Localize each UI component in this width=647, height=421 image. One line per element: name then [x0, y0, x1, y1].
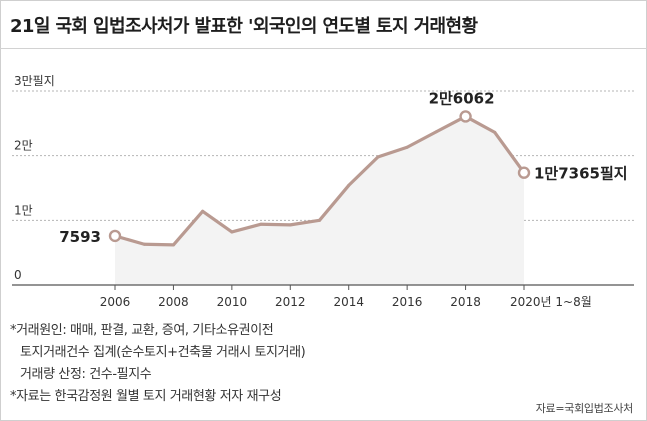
area-fill	[115, 116, 524, 286]
y-tick-label-30000: 3만필지	[14, 74, 55, 88]
note-volume-calculation: 거래량 산정: 건수-필지수	[20, 367, 152, 382]
footnotes: *거래원인: 매매, 판결, 교환, 증여, 기타소유권이전 토지거래건수 집계…	[10, 320, 306, 408]
data-point-2009	[201, 209, 205, 213]
data-point-2017	[434, 130, 438, 134]
data-point-2008	[171, 243, 175, 247]
y-tick-label-0: 0	[14, 268, 22, 282]
chart-title: 21일 국회 입법조사처가 발표한 '외국인의 연도별 토지 거래현황	[10, 16, 478, 37]
line-chart: 0 1만 2만 3만필지 2006 2008 2010 2012 2014 2016 2018 202…	[12, 74, 634, 309]
note-aggregation-method: 토지거래건수 집계(순수토지+건축물 거래시 토지거래)	[20, 345, 306, 360]
data-point-2016	[405, 145, 409, 149]
data-label-2020: 1만7365필지	[534, 165, 628, 183]
x-tick-label-2018: 2018	[450, 295, 481, 309]
data-label-2006: 7593	[59, 228, 101, 246]
data-point-2019	[493, 130, 497, 134]
data-point-2015	[376, 155, 380, 159]
note-transaction-causes: *거래원인: 매매, 판결, 교환, 증여, 기타소유권이전	[10, 323, 274, 338]
data-point-2012	[288, 223, 292, 227]
x-tick-label-2006: 2006	[100, 295, 131, 309]
highlight-marker-2018	[459, 110, 472, 123]
x-tick-label-2012: 2012	[275, 295, 306, 309]
source-credit: 자료=국회입법조사처	[535, 402, 634, 415]
data-point-2007	[142, 242, 146, 246]
x-tick-label-2016: 2016	[392, 295, 423, 309]
data-point-2010	[230, 230, 234, 234]
note-data-source: *자료는 한국감정원 월별 토지 거래현황 저자 재구성	[10, 389, 282, 404]
x-tick-label-2010: 2010	[217, 295, 248, 309]
data-point-2011	[259, 222, 263, 226]
title-divider	[0, 48, 647, 49]
x-tick-label-2020: 2020년 1~8월	[510, 295, 592, 309]
x-tick-label-2014: 2014	[333, 295, 364, 309]
y-tick-label-10000: 1만	[14, 203, 33, 217]
y-tick-label-20000: 2만	[14, 139, 33, 153]
highlight-marker-2006	[108, 229, 122, 243]
data-label-2018: 2만6062	[429, 89, 495, 107]
data-point-2013	[318, 218, 321, 222]
data-point-2014	[347, 183, 351, 187]
highlight-marker-2020	[517, 166, 531, 179]
x-tick-label-2008: 2008	[158, 295, 189, 309]
